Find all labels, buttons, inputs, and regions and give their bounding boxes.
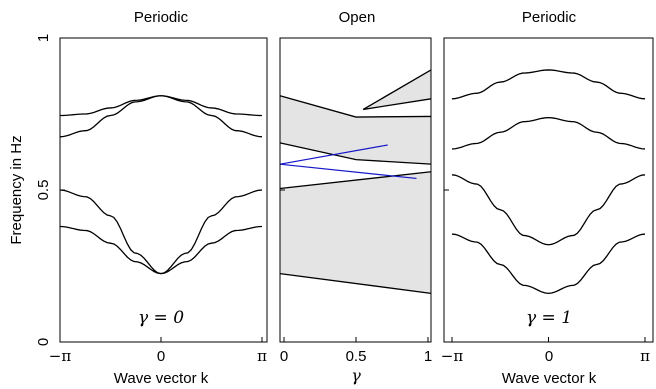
panel-title: Periodic	[522, 9, 577, 26]
band-edge-upper-2	[279, 95, 432, 118]
shaded-band-1	[280, 171, 431, 294]
band-curve-3	[451, 116, 646, 150]
x-tick-label: π	[640, 347, 650, 365]
y-tick-label: 0.5	[35, 180, 52, 201]
edge-state-1	[279, 144, 388, 165]
band-curve-4	[59, 95, 263, 117]
x-tick-label: 1	[424, 348, 432, 365]
y-tick-label: 0	[35, 338, 52, 346]
band-curve-2	[59, 189, 263, 275]
x-tick-label: 0.5	[346, 348, 367, 365]
panel-periodic-left: Periodic γ = 0 −π 0 π Wave vector k 0 0.…	[35, 9, 268, 387]
band-edge-lower-1	[279, 272, 432, 295]
x-tick-label: 0	[157, 348, 165, 365]
gamma-annotation: γ = 1	[526, 308, 572, 328]
band-curve-1	[451, 233, 646, 295]
y-axis-label: Frequency in Hz	[8, 135, 25, 244]
band-curve-2	[451, 174, 646, 246]
x-axis-label: Wave vector k	[502, 370, 597, 387]
x-tick-label: 0	[280, 348, 288, 365]
x-axis-label: γ	[351, 366, 361, 385]
plot-frame	[443, 37, 654, 343]
plot-frame	[59, 37, 268, 343]
band-curve-1	[59, 225, 263, 275]
x-tick-label: −π	[49, 347, 72, 365]
x-tick-label: 0	[545, 348, 553, 365]
edge-state-2	[279, 163, 417, 180]
band-curve-3	[59, 95, 263, 138]
panel-periodic-right: Periodic γ = 1 −π 0 π Wave vector k	[441, 9, 654, 387]
panel-title: Periodic	[134, 9, 189, 26]
band-edge-lower-2	[279, 142, 432, 165]
band-edge-upper-1	[279, 171, 432, 190]
y-tick-label: 1	[35, 34, 52, 42]
plot-frame	[279, 37, 432, 343]
x-tick-label: −π	[441, 347, 464, 365]
band-curve-4	[451, 69, 646, 100]
panel-open: Open 0 0.5 1 γ	[279, 9, 432, 385]
band-edge-upper-3	[362, 69, 432, 111]
x-tick-label: π	[257, 347, 267, 365]
shaded-band-2	[280, 95, 431, 165]
x-axis-label: Wave vector k	[114, 370, 209, 387]
gamma-annotation: γ = 0	[138, 308, 184, 328]
panel-title: Open	[339, 9, 376, 26]
band-edge-lower-3	[363, 98, 432, 111]
